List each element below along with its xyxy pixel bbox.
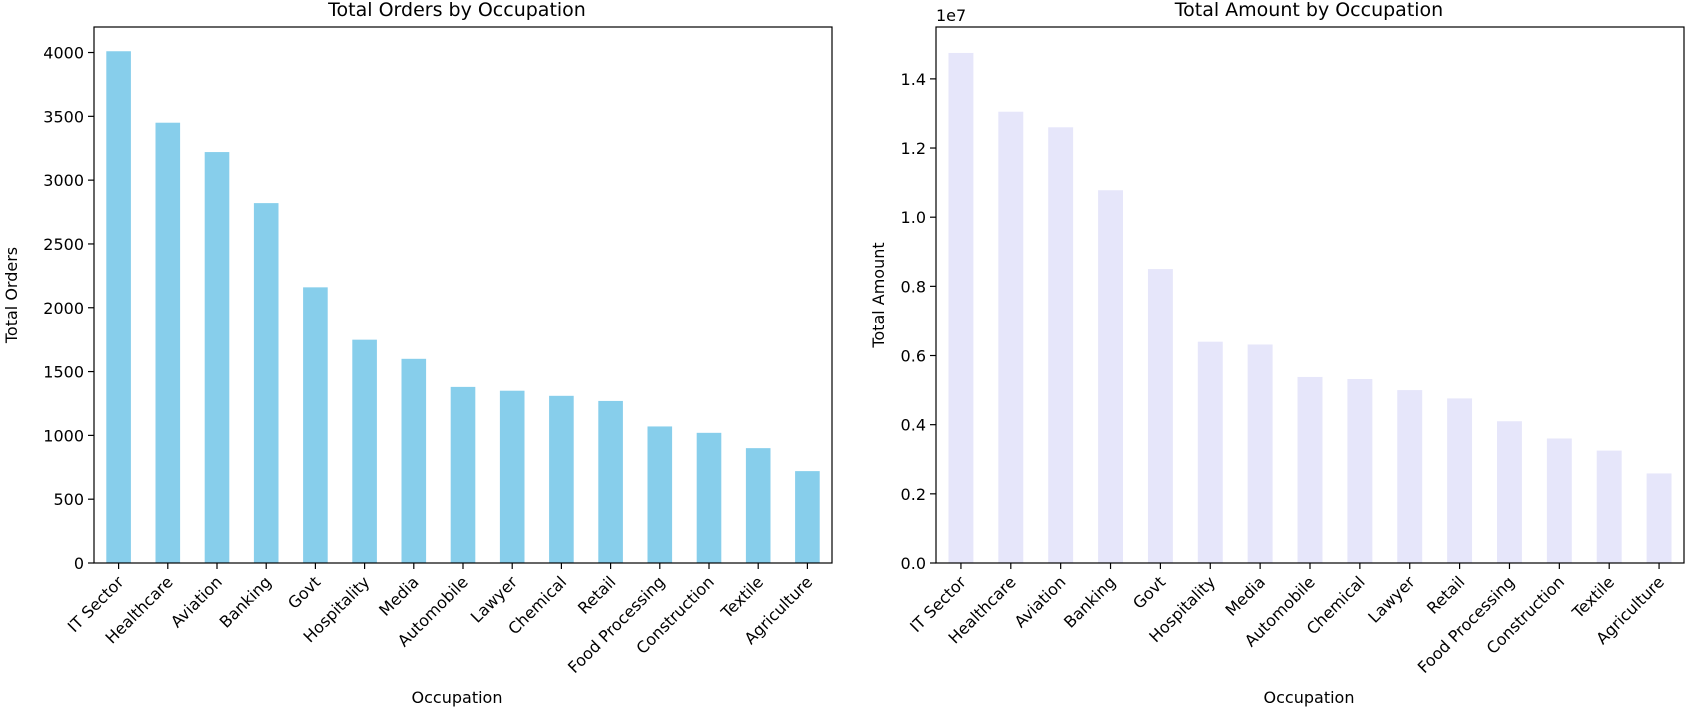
orders-y-tick-label: 4000 xyxy=(43,44,84,63)
amount-plot-frame xyxy=(935,26,1685,564)
orders-bar-banking xyxy=(253,203,279,563)
orders-bar-construction xyxy=(696,432,722,563)
amount-y-tick-label: 0.0 xyxy=(901,554,926,573)
orders-plot-frame xyxy=(93,26,833,564)
orders-bar-it-sector xyxy=(106,51,131,563)
amount-bar-construction xyxy=(1546,438,1572,563)
amount-bar-media xyxy=(1247,344,1273,563)
orders-bar-media xyxy=(401,358,427,563)
orders-y-tick-label: 3000 xyxy=(43,171,84,190)
orders-x-axis-label: Occupation xyxy=(412,688,503,707)
amount-y-axis-label: Total Amount xyxy=(869,242,888,348)
orders-y-tick-label: 3500 xyxy=(43,107,84,126)
orders-bar-aviation xyxy=(204,152,230,564)
amount-bar-aviation xyxy=(1048,127,1074,563)
orders-y-tick-label: 2500 xyxy=(43,235,84,254)
orders-bar-govt xyxy=(303,287,328,563)
orders-chart-title: Total Orders by Occupation xyxy=(327,0,586,21)
amount-y-tick-label: 1.0 xyxy=(901,208,926,227)
amount-bars xyxy=(948,52,1672,563)
amount-bar-retail xyxy=(1447,398,1473,563)
orders-bar-agriculture xyxy=(795,471,820,563)
amount-bar-govt xyxy=(1147,269,1173,563)
amount-bar-food-processing xyxy=(1497,421,1522,563)
orders-y-tick-label: 2000 xyxy=(43,299,84,318)
amount-y-tick-label: 0.4 xyxy=(901,416,926,435)
amount-x-axis-label: Occupation xyxy=(1264,688,1355,707)
amount-chart-title: Total Amount by Occupation xyxy=(1174,0,1443,21)
orders-bar-textile xyxy=(745,448,771,563)
orders-y-tick-label: 1000 xyxy=(43,426,84,445)
orders-bar-food-processing xyxy=(647,426,673,563)
amount-y-tick-label: 0.6 xyxy=(901,347,926,366)
amount-y-tick-label: 1.4 xyxy=(901,70,926,89)
orders-y-tick-label: 500 xyxy=(53,490,84,509)
amount-bar-textile xyxy=(1596,450,1622,563)
orders-bar-hospitality xyxy=(352,339,377,563)
amount-bar-banking xyxy=(1098,190,1123,563)
orders-y-tick-label: 0 xyxy=(74,554,84,573)
amount-bar-it-sector xyxy=(948,52,974,563)
orders-bar-lawyer xyxy=(499,390,525,563)
orders-bar-healthcare xyxy=(155,122,181,563)
amount-bar-chemical xyxy=(1347,379,1373,563)
amount-bar-hospitality xyxy=(1197,341,1223,563)
amount-y-tick-label: 0.8 xyxy=(901,277,926,296)
orders-bar-automobile xyxy=(450,386,476,563)
amount-bar-automobile xyxy=(1297,376,1323,563)
amount-y-tick-label: 0.2 xyxy=(901,485,926,504)
amount-bar-healthcare xyxy=(998,111,1024,563)
orders-y-tick-label: 1500 xyxy=(43,363,84,382)
amount-bar-lawyer xyxy=(1397,390,1423,563)
orders-bar-chemical xyxy=(549,395,574,563)
amount-y-tick-label: 1.2 xyxy=(901,139,926,158)
amount-y-ticks: 0.0 0.2 0.4 0.6 0.8 1.0 1.2 1.4 xyxy=(901,70,936,573)
orders-bar-retail xyxy=(598,400,623,563)
orders-bars xyxy=(106,51,820,564)
amount-y-offset-text: 1e7 xyxy=(936,6,966,25)
orders-y-axis-label: Total Orders xyxy=(2,247,21,344)
orders-y-ticks: 0 500 1000 1500 2000 2500 3000 3500 4000 xyxy=(43,44,94,573)
amount-bar-agriculture xyxy=(1646,473,1672,563)
